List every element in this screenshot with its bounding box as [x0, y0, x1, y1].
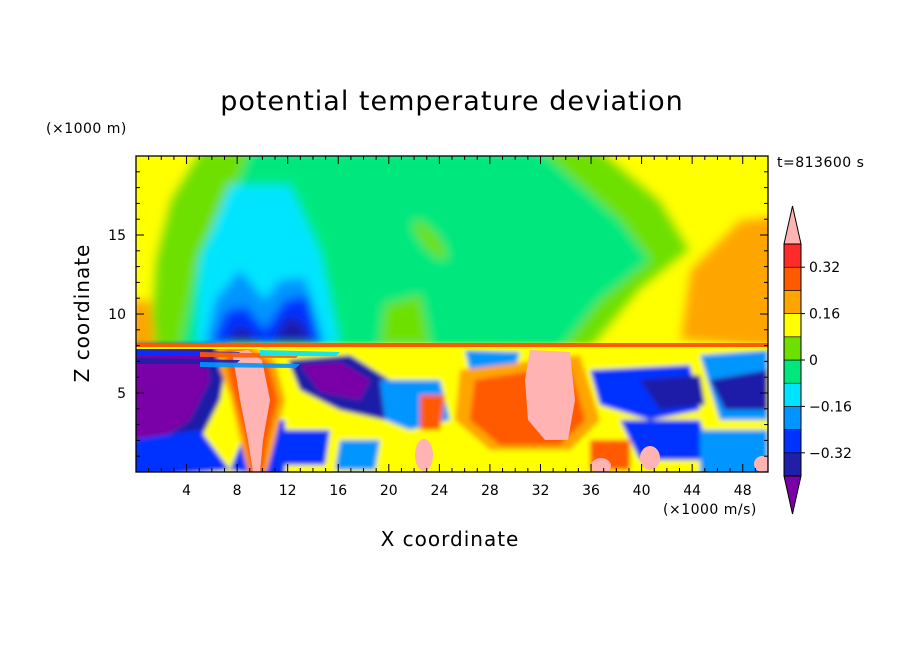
y-tick-label: 5: [117, 386, 126, 402]
colorbar-swatch: [783, 313, 802, 338]
y-tick-label: 15: [108, 228, 126, 244]
colorbar-cap-low: [783, 475, 802, 515]
y-axis-label: Z coordinate: [70, 243, 94, 383]
colorbar-swatch: [783, 336, 802, 361]
y-axis-ticks: 5 10 15: [108, 171, 768, 457]
x-tick-label: 24: [430, 483, 448, 499]
chart-title: potential temperature deviation: [220, 86, 684, 117]
colorbar-tick-label: 0.32: [809, 260, 840, 276]
x-tick-label: 4: [182, 483, 191, 499]
colorbar-swatch: [783, 290, 802, 314]
x-axis-ticks: 4 8 12 16 20 24 28 32 36 40 44 48: [148, 156, 756, 499]
y-tick-label: 10: [108, 307, 126, 323]
x-axis-label: X coordinate: [380, 527, 520, 551]
contour-field: [136, 156, 768, 472]
colorbar-swatch: [783, 452, 802, 477]
colorbar-swatch: [783, 243, 802, 268]
x-tick-label: 48: [734, 483, 752, 499]
x-tick-label: 16: [329, 483, 347, 499]
x-tick-label: 8: [233, 483, 242, 499]
colorbar-cap-high: [783, 205, 802, 245]
x-tick-label: 32: [532, 483, 550, 499]
colorbar-swatch: [783, 382, 802, 407]
x-tick-label: 36: [582, 483, 600, 499]
colorbar-tick-label: 0.16: [809, 307, 840, 323]
colorbar-swatch: [783, 359, 802, 384]
x-tick-label: 28: [481, 483, 499, 499]
y-axis-unit: (×1000 m): [46, 121, 127, 137]
x-tick-label: 12: [279, 483, 297, 499]
colorbar-swatch: [783, 406, 802, 430]
x-axis-unit: (×1000 m/s): [663, 502, 757, 518]
colorbar-swatch: [783, 266, 802, 291]
colorbar-tick-label: 0: [809, 353, 818, 369]
inversion-band: [136, 343, 768, 368]
colorbar-tick-label: −0.16: [809, 399, 852, 415]
x-tick-label: 40: [633, 483, 651, 499]
colorbar-swatch: [783, 429, 802, 454]
warm-plumes: [232, 350, 768, 472]
colorbar-tick-label: −0.32: [809, 446, 852, 462]
x-tick-label: 44: [683, 483, 701, 499]
x-tick-label: 20: [380, 483, 398, 499]
time-label: t=813600 s: [777, 155, 865, 171]
colorbar: 0.32 0.16 0 −0.16 −0.32: [783, 205, 852, 515]
